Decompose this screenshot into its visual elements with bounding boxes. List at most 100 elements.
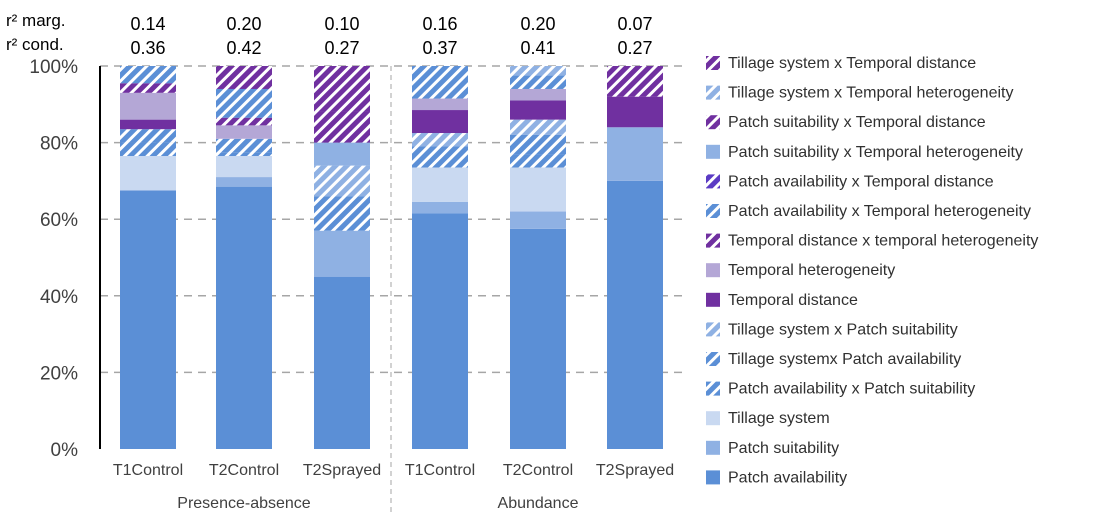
r2-conditional-value: 0.27: [324, 38, 359, 58]
bar-segment: [314, 66, 370, 112]
r2-conditional-value: 0.37: [422, 38, 457, 58]
r2-marginal-value: 0.20: [520, 14, 555, 34]
y-tick-label: 80%: [40, 134, 78, 155]
bar-segment: [607, 96, 663, 128]
bar-segment: [412, 98, 468, 111]
bar-segment: [120, 129, 176, 143]
legend-label: Patch suitability x Temporal distance: [728, 114, 986, 131]
y-tick-label: 40%: [40, 287, 78, 308]
r2-marginal-value: 0.20: [226, 14, 261, 34]
bar-segment: [120, 92, 176, 120]
bar-segment: [120, 190, 176, 449]
legend-label: Patch availability: [728, 469, 847, 486]
bar-segment: [216, 177, 272, 187]
bar-segment: [510, 154, 566, 168]
legend-swatch: [706, 411, 720, 426]
legend-swatch: [706, 381, 720, 396]
y-tick-label: 20%: [40, 363, 78, 384]
bar-segment: [216, 88, 272, 118]
legend: Tillage system x Temporal distance Tillag…: [706, 55, 1038, 486]
legend-swatch: [706, 352, 720, 366]
legend-swatch: [706, 263, 720, 278]
legend-label: Tillage systemx Patch availability: [728, 351, 961, 368]
bars: [120, 66, 663, 449]
legend-label: Tillage system x Temporal heterogeneity: [728, 85, 1013, 102]
legend-swatch: [706, 322, 720, 337]
bar-segment: [314, 230, 370, 277]
bar-segment: [314, 142, 370, 166]
bar-segment: [216, 66, 272, 89]
bar-segment: [216, 152, 272, 157]
grid-lines: [100, 65, 685, 374]
legend-swatch: [706, 115, 720, 130]
bar-segment: [314, 165, 370, 197]
legend-label: Temporal distance x temporal heterogenei…: [728, 233, 1038, 250]
bar-segment: [120, 156, 176, 191]
bar-segment: [607, 127, 663, 181]
bar-segment: [216, 117, 272, 126]
legend-swatch: [706, 56, 720, 70]
r2-conditional-value: 0.36: [130, 38, 165, 58]
legend-swatch: [706, 233, 720, 248]
bar-segment: [510, 211, 566, 229]
legend-swatch: [706, 85, 720, 100]
bar-segment: [607, 180, 663, 449]
bar-segment: [120, 83, 176, 93]
bar-segment: [314, 196, 370, 231]
r2-marginal-value: 0.07: [617, 14, 652, 34]
bar-segment: [412, 146, 468, 157]
x-category-label: T2Sprayed: [303, 462, 381, 479]
legend-label: Patch availability x Patch suitability: [728, 381, 975, 398]
bar-segment: [216, 186, 272, 449]
r2-marginal-value: 0.14: [130, 14, 165, 34]
x-category-label: T2Sprayed: [596, 462, 674, 479]
legend-label: Tillage system: [728, 410, 830, 427]
bar-segment: [120, 119, 176, 130]
bar-segment: [510, 66, 566, 76]
y-tick-label: 60%: [40, 210, 78, 231]
legend-swatch: [706, 292, 720, 307]
r2-marginal-value: 0.16: [422, 14, 457, 34]
bar-segment: [412, 133, 468, 147]
legend-swatch: [706, 470, 720, 485]
r2-conditional-value: 0.41: [520, 38, 555, 58]
group-label: Abundance: [498, 495, 579, 512]
bar-segment: [120, 142, 176, 157]
x-category-label: T2Control: [503, 462, 573, 479]
bar-segment: [510, 134, 566, 155]
legend-label: Patch suitability x Temporal heterogenei…: [728, 144, 1023, 161]
bar-segment: [314, 111, 370, 143]
legend-swatch: [706, 144, 720, 159]
bar-segment: [412, 66, 468, 99]
legend-label: Temporal heterogeneity: [728, 262, 895, 279]
bar-segment: [412, 167, 468, 202]
legend-label: Patch suitability: [728, 440, 839, 457]
y-tick-label: 0%: [51, 440, 79, 461]
bar-segment: [510, 119, 566, 135]
bar-segment: [412, 213, 468, 449]
legend-label: Patch availability x Temporal heterogene…: [728, 203, 1031, 220]
bar-segment: [412, 110, 468, 134]
bar-segment: [510, 100, 566, 120]
legend-label: Temporal distance: [728, 292, 858, 309]
legend-label: Patch availability x Temporal distance: [728, 173, 994, 190]
legend-label: Tillage system x Temporal distance: [728, 55, 976, 72]
bar-segment: [216, 156, 272, 178]
bar-segment: [510, 75, 566, 89]
r2-conditional-value: 0.27: [617, 38, 652, 58]
x-category-label: T1Control: [113, 462, 183, 479]
r2-marginal-label: r² marg.: [6, 11, 66, 30]
bar-segment: [412, 156, 468, 168]
x-category-label: T1Control: [405, 462, 475, 479]
labels: T1Control T2Control T2Sprayed T1Control T2Co…: [6, 11, 674, 512]
x-category-label: T2Control: [209, 462, 279, 479]
bar-segment: [216, 138, 272, 153]
bar-segment: [607, 66, 663, 97]
bar-segment: [510, 228, 566, 449]
legend-swatch: [706, 204, 720, 218]
bar-segment: [510, 167, 566, 212]
r2-conditional-label: r² cond.: [6, 35, 64, 54]
bar-segment: [412, 201, 468, 214]
legend-label: Tillage system x Patch suitability: [728, 321, 958, 338]
